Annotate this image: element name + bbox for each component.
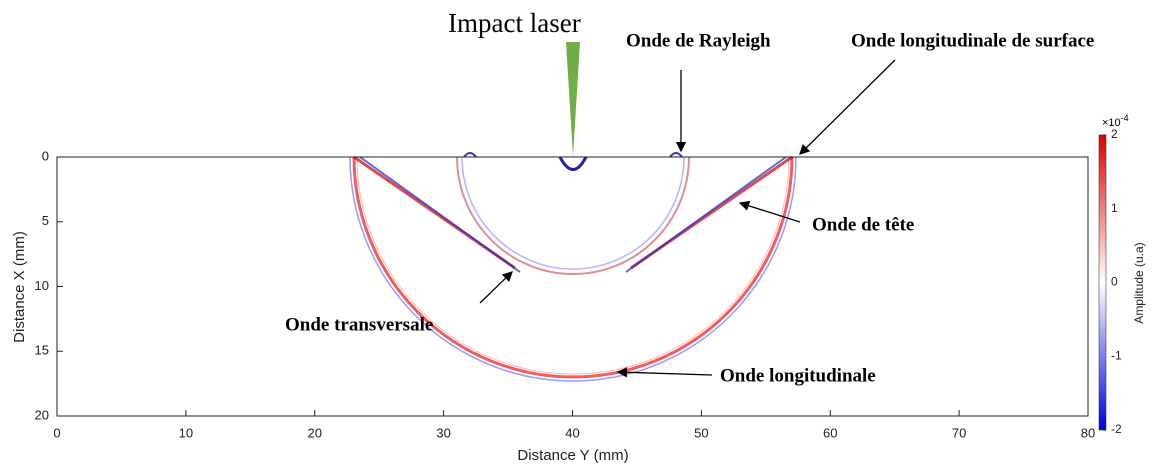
annotation: Impact laser bbox=[448, 8, 581, 38]
y-tick-label: 0 bbox=[42, 148, 49, 163]
laser-beam bbox=[566, 42, 580, 156]
y-axis-label: Distance X (mm) bbox=[11, 231, 28, 343]
y-tick-label: 10 bbox=[35, 278, 49, 293]
colorbar-tick-label: -1 bbox=[1111, 348, 1122, 362]
x-tick-label: 0 bbox=[53, 425, 60, 440]
annotation: Onde transversale bbox=[285, 314, 433, 335]
arrows bbox=[479, 59, 896, 378]
y-tick-label: 5 bbox=[42, 213, 49, 228]
wavefield bbox=[349, 152, 797, 382]
x-axis-label: Distance Y (mm) bbox=[517, 447, 628, 464]
colorbar-label: Amplitude (u.a) bbox=[1132, 242, 1146, 323]
x-tick-label: 40 bbox=[565, 425, 579, 440]
x-tick-label: 10 bbox=[179, 425, 193, 440]
x-tick-label: 60 bbox=[823, 425, 837, 440]
colorbar-scale-base: ×10 bbox=[1102, 117, 1121, 129]
annotation: Onde longitudinale bbox=[720, 365, 876, 386]
colorbar-tick-label: 0 bbox=[1111, 275, 1118, 289]
colorbar-scale: ×10-4 bbox=[1102, 113, 1129, 129]
x-tick-label: 20 bbox=[308, 425, 322, 440]
colorbar-tick-label: 1 bbox=[1111, 201, 1118, 215]
y-tick-label: 20 bbox=[35, 407, 49, 422]
colorbar bbox=[1098, 134, 1107, 431]
x-tick-label: 80 bbox=[1081, 425, 1095, 440]
colorbar-scale-exponent: -4 bbox=[1121, 113, 1129, 123]
x-tick-label: 70 bbox=[952, 425, 966, 440]
annotation: Onde longitudinale de surface bbox=[851, 30, 1094, 51]
y-tick-label: 15 bbox=[35, 343, 49, 358]
colorbar-tick-label: -2 bbox=[1111, 422, 1122, 436]
colorbar-tick-label: 2 bbox=[1111, 127, 1118, 141]
annotation: Onde de Rayleigh bbox=[626, 30, 771, 51]
x-tick-label: 30 bbox=[436, 425, 450, 440]
annotation: Onde de tête bbox=[812, 214, 914, 235]
x-tick-label: 50 bbox=[694, 425, 708, 440]
